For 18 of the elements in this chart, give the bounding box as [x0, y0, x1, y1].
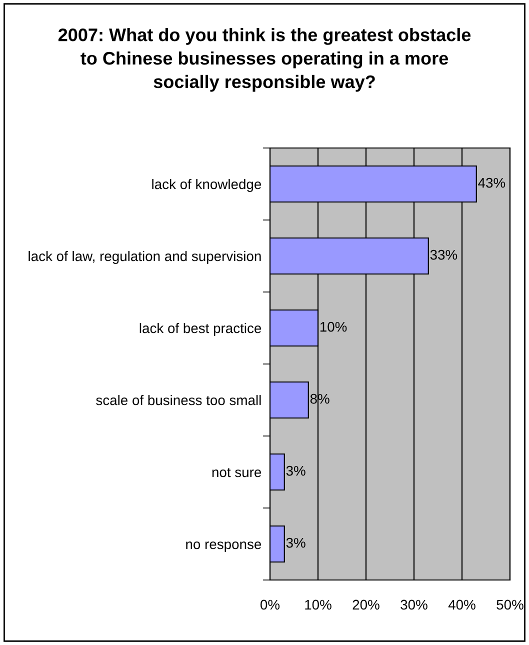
data-label: 3% — [286, 538, 306, 548]
y-tick-label: not sure — [212, 468, 262, 478]
y-tick-label: lack of law, regulation and supervision — [28, 250, 261, 264]
y-tick-label: lack of best practice — [140, 322, 262, 336]
x-tick-label: 0% — [260, 600, 280, 610]
data-label: 43% — [478, 178, 506, 188]
y-tick-label: scale of business too small — [96, 394, 261, 406]
y-tick-label: lack of knowledge — [152, 178, 262, 192]
x-tick-label: 10% — [305, 600, 332, 610]
y-tick-label: no response — [186, 542, 262, 552]
data-label: 3% — [286, 466, 306, 476]
x-tick-label: 30% — [400, 600, 428, 610]
data-label: 10% — [320, 322, 347, 332]
chart-title: 2007: What do you think is the greatest obstacle to Chinese businesses operating in a more socially responsible way? — [58, 28, 471, 92]
data-label: 33% — [430, 250, 458, 260]
x-tick-label: 40% — [448, 600, 476, 610]
x-tick-label: 50% — [496, 600, 524, 610]
x-tick-label: 20% — [352, 600, 380, 610]
